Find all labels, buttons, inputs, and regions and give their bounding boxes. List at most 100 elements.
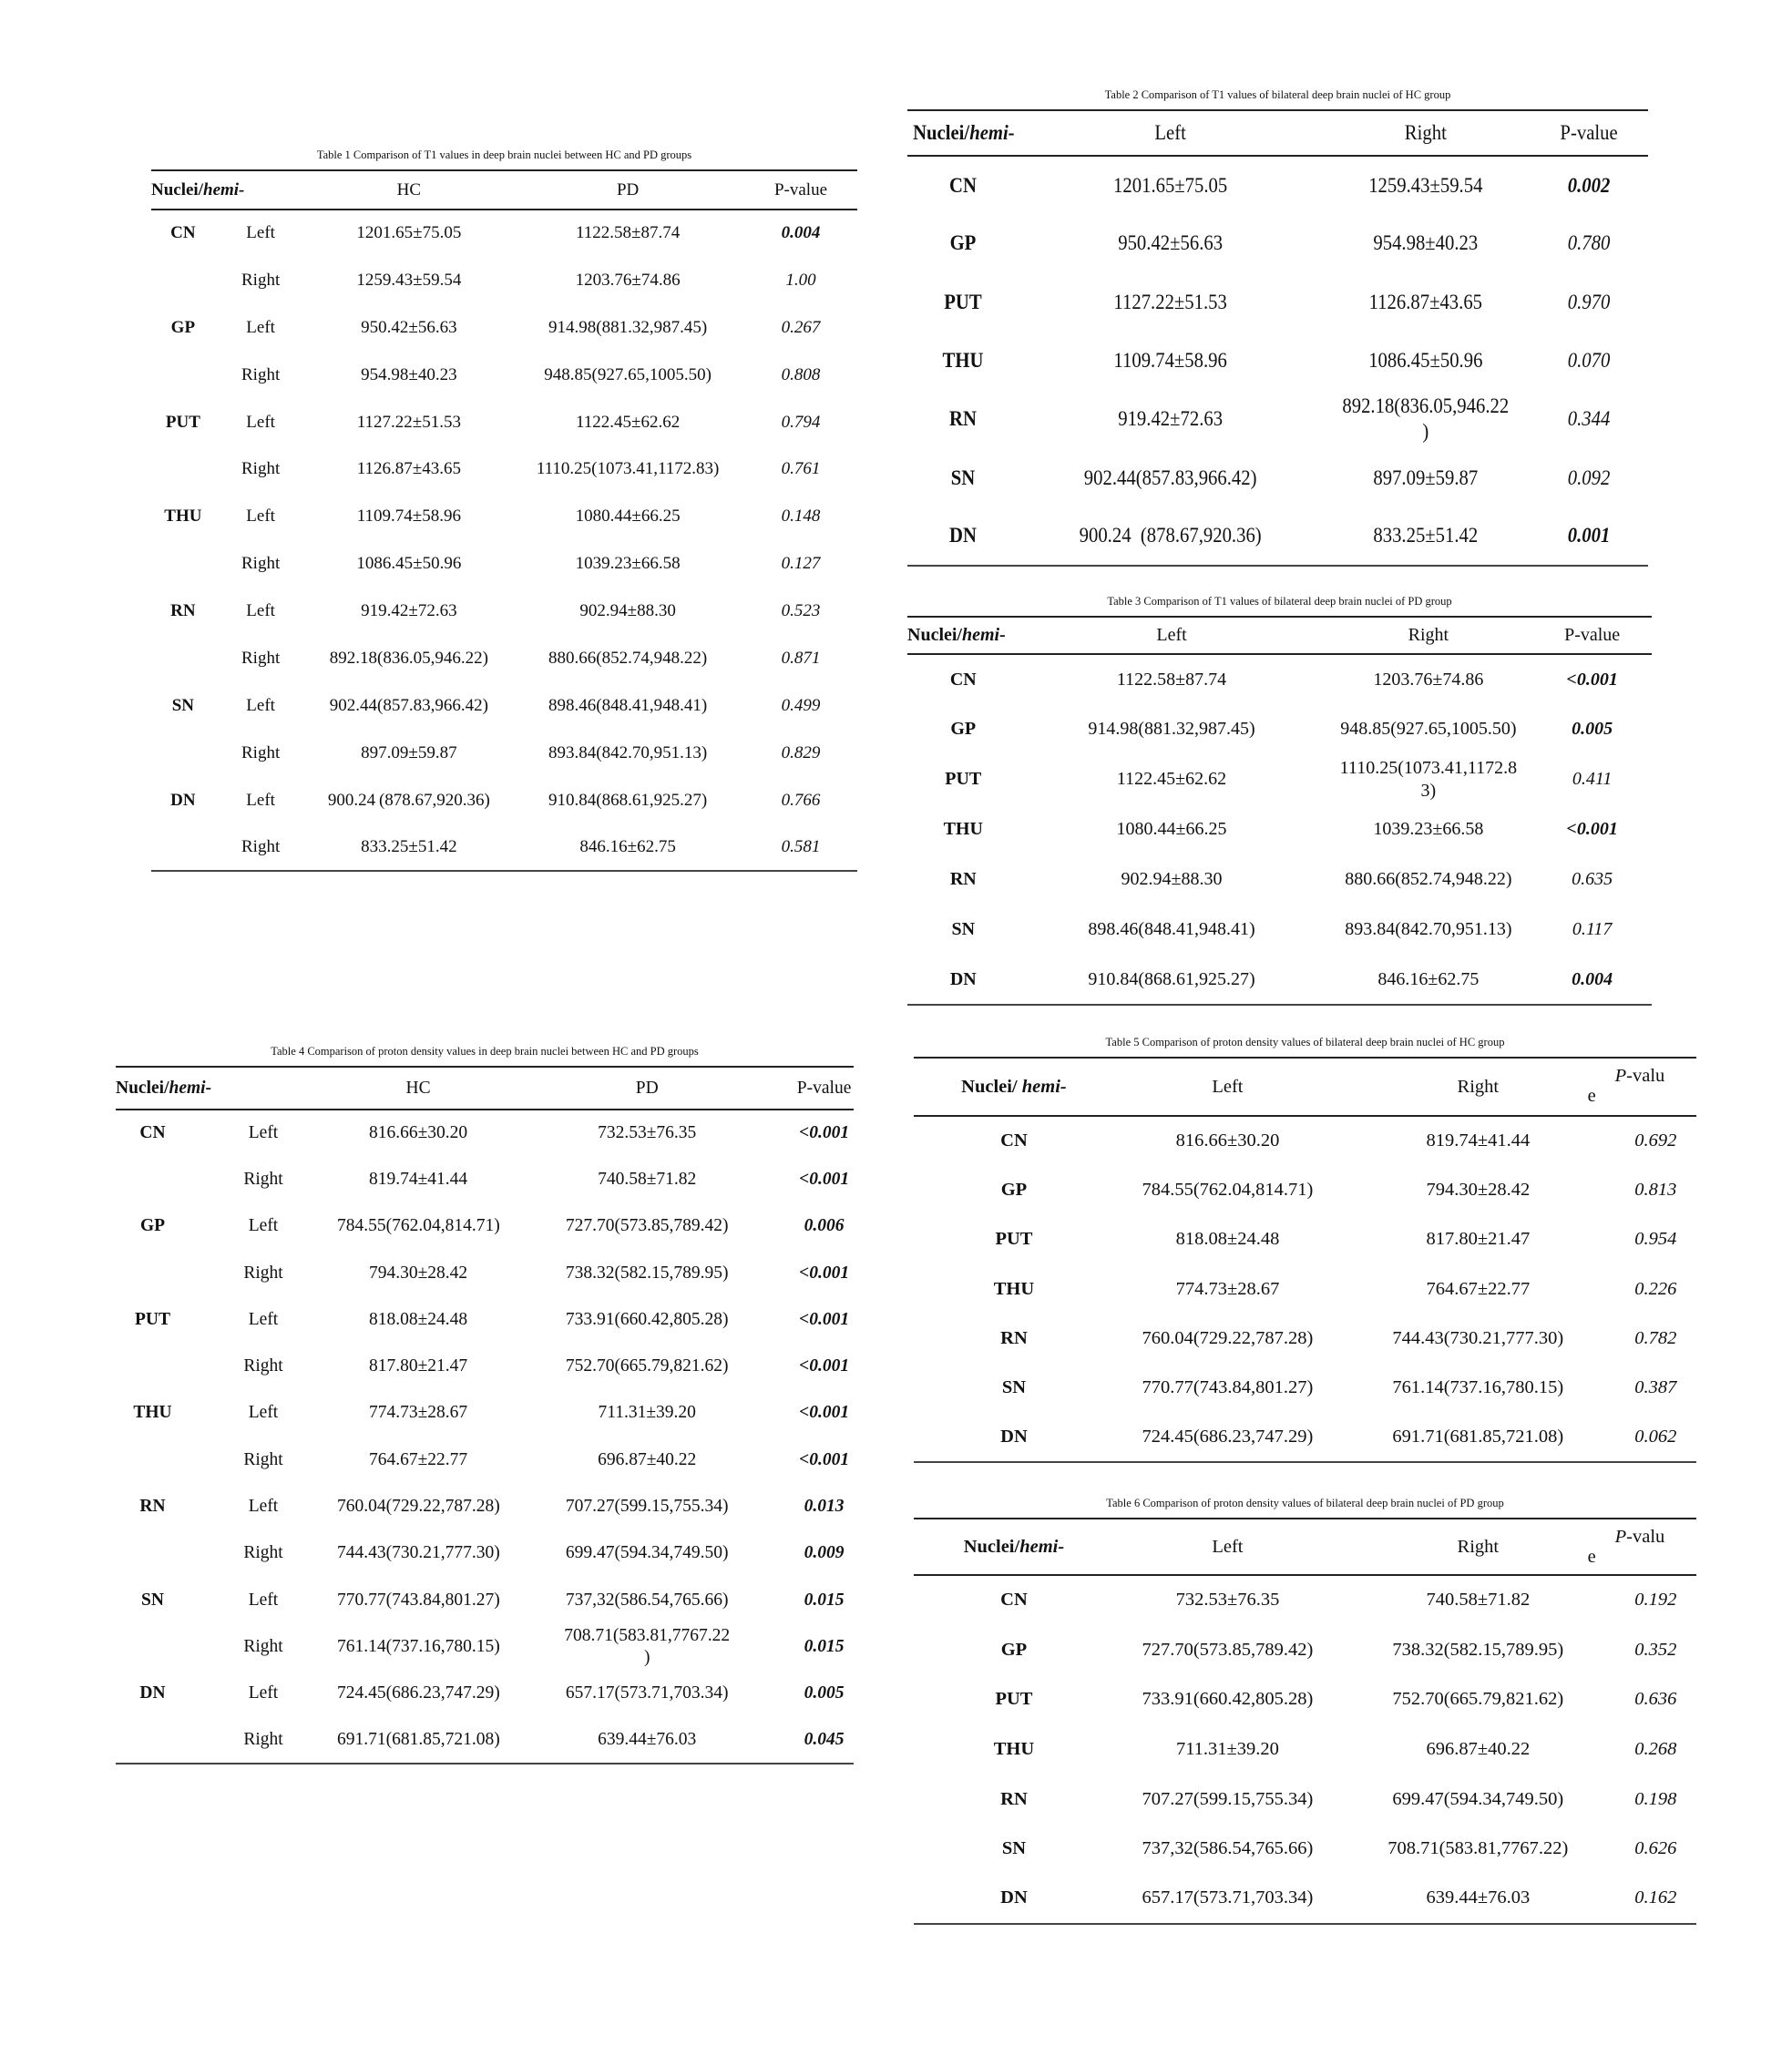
value-cell: 1127.22±51.53 <box>356 412 461 432</box>
value-cell: 770.77(743.84,801.27) <box>337 1590 500 1610</box>
value-cell: 950.42±56.63 <box>361 317 457 337</box>
p-value-cell: 0.808 <box>781 364 821 384</box>
hemisphere-label: Right <box>243 1169 283 1189</box>
header-nuclei: Nuclei/hemi- <box>907 617 1019 654</box>
header-row: Nuclei/hemi- HC PD P-value <box>151 170 857 210</box>
nucleus-label: PUT <box>945 769 982 789</box>
value-cell: 770.77(743.84,801.27) <box>1142 1377 1314 1398</box>
hemisphere-label: Left <box>246 790 275 810</box>
p-value-cell: 0.782 <box>1634 1327 1677 1348</box>
value-cell: 898.46(848.41,948.41) <box>1088 919 1255 939</box>
value-cell: 784.55(762.04,814.71) <box>1142 1179 1314 1200</box>
value-cell: 752.70(665.79,821.62) <box>565 1356 729 1376</box>
table-row: RN 707.27(599.15,755.34) 699.47(594.34,749… <box>914 1775 1696 1825</box>
table-row: SN 898.46(848.41,948.41) 893.84(842.70,951… <box>907 905 1652 955</box>
hemisphere-label: Left <box>248 1497 279 1517</box>
table-row: DN 657.17(573.71,703.34) 639.44±76.03 0.162 <box>914 1874 1696 1924</box>
p-value-cell: 0.198 <box>1634 1788 1677 1809</box>
value-cell: 794.30±28.42 <box>368 1263 468 1283</box>
table-caption: Table 6 Comparison of proton density val… <box>1106 1497 1504 1509</box>
value-cell: 740.58±71.82 <box>598 1169 697 1189</box>
p-value-cell: <0.001 <box>799 1356 850 1376</box>
hemisphere-label: Right <box>241 837 281 857</box>
table-4: Table 4 Comparison of proton density val… <box>116 1042 854 1764</box>
nucleus-label: SN <box>1001 1377 1027 1398</box>
p-value-cell: 0.267 <box>781 317 821 337</box>
table-row: GP 950.42±56.63 954.98±40.23 0.780 <box>907 214 1648 272</box>
table-row: Right 761.14(737.16,780.15) 708.71(583.81,… <box>116 1623 854 1670</box>
value-cell: 738.32(582.15,789.95) <box>565 1263 729 1283</box>
nucleus-label: RN <box>139 1497 166 1517</box>
header-p-value: P-value <box>773 179 828 199</box>
value-cell: 732.53±76.35 <box>598 1123 697 1143</box>
table-row: CN Left 816.66±30.20 732.53±76.35 <0.001 <box>116 1110 854 1156</box>
p-value-cell: 0.523 <box>781 601 821 621</box>
value-cell: 1109.74±58.96 <box>1113 349 1227 373</box>
hemisphere-label: Left <box>248 1683 279 1703</box>
value-cell: 1201.65±75.05 <box>1112 173 1228 197</box>
value-cell: 950.42±56.63 <box>1118 231 1224 255</box>
data-table: Nuclei/hemi- Left Right P-value CN 1201.65±75… <box>907 109 1648 567</box>
value-cell: 880.66(852.74,948.22) <box>1345 869 1512 889</box>
value-cell: 774.73±28.67 <box>368 1403 468 1423</box>
value-cell: 733.91(660.42,805.28) <box>565 1309 729 1329</box>
p-value-cell: <0.001 <box>799 1263 850 1283</box>
p-value-cell: 0.226 <box>1634 1278 1677 1299</box>
value-cell: 1110.25(1073.41,1172.83) <box>536 459 720 479</box>
table-3: Table 3 Comparison of T1 values of bilat… <box>907 592 1652 1006</box>
hemisphere-label: Right <box>241 742 281 762</box>
table-row: THU Left 774.73±28.67 711.31±39.20 <0.001 <box>116 1390 854 1437</box>
table-row: GP 784.55(762.04,814.71) 794.30±28.42 0.813 <box>914 1165 1696 1214</box>
nucleus-label: DN <box>1000 1426 1028 1447</box>
nucleus-label: RN <box>170 601 196 621</box>
value-cell: 1039.23±66.58 <box>1373 819 1484 839</box>
header-col-pd: PD <box>616 179 640 199</box>
header-col-hc: HC <box>396 179 422 199</box>
table-row: RN Left 760.04(729.22,787.28) 707.27(599.15… <box>116 1483 854 1529</box>
nucleus-label: THU <box>993 1278 1035 1299</box>
value-cell: 708.71(583.81,7767.22) <box>564 1625 731 1667</box>
table-row: Right 1259.43±59.54 1203.76±74.86 1.00 <box>151 257 857 304</box>
value-cell: 833.25±51.42 <box>1373 524 1479 547</box>
header-hemi-label: hemi- <box>962 625 1006 645</box>
nucleus-label <box>116 1530 189 1577</box>
header-col-left: Left <box>1212 1076 1244 1097</box>
p-value-cell: 0.006 <box>804 1216 845 1236</box>
value-cell: 900.24 (878.67,920.36) <box>1079 524 1262 547</box>
value-cell: 919.42±72.63 <box>1118 407 1224 431</box>
p-value-cell: 1.00 <box>785 270 816 290</box>
table-row: Right 954.98±40.23 948.85(927.65,1005.50) 0… <box>151 352 857 399</box>
value-cell: 818.08±24.48 <box>368 1309 468 1329</box>
value-cell: 818.08±24.48 <box>1175 1229 1280 1250</box>
value-cell: 774.73±28.67 <box>1175 1278 1280 1299</box>
value-cell: 1203.76±74.86 <box>1373 669 1484 690</box>
value-cell: 880.66(852.74,948.22) <box>548 648 708 668</box>
p-value-cell: 0.005 <box>804 1683 845 1703</box>
table-row: Right 1126.87±43.65 1110.25(1073.41,1172.8… <box>151 445 857 493</box>
value-cell: 752.70(665.79,821.62) <box>1392 1689 1564 1710</box>
data-table: Nuclei/hemi- HC PD P-value CN Left 1201.65±75.… <box>151 169 857 872</box>
p-value-cell: 0.117 <box>1572 919 1613 939</box>
value-cell: 764.67±22.77 <box>368 1449 468 1469</box>
nucleus-label: CN <box>949 173 977 197</box>
nucleus-label: CN <box>949 669 977 690</box>
table-row: RN Left 919.42±72.63 902.94±88.30 0.523 <box>151 588 857 635</box>
nucleus-label: THU <box>943 819 983 839</box>
table-caption: Table 1 Comparison of T1 values in deep … <box>316 148 692 161</box>
value-cell: 1122.45±62.62 <box>576 412 681 432</box>
value-cell: 732.53±76.35 <box>1175 1590 1280 1611</box>
value-cell: 1126.87±43.65 <box>1368 290 1483 313</box>
hemisphere-label: Left <box>246 317 275 337</box>
value-cell: 902.44(857.83,966.42) <box>1083 465 1257 489</box>
hemisphere-label: Left <box>248 1216 279 1236</box>
p-value-cell: 0.387 <box>1634 1377 1677 1398</box>
header-row: Nuclei/hemi- Left Right P-valu e <box>914 1519 1696 1575</box>
value-cell: 639.44±76.03 <box>598 1730 697 1749</box>
nucleus-label: SN <box>141 1590 164 1610</box>
table-row: DN 724.45(686.23,747.29) 691.71(681.85,721… <box>914 1413 1696 1463</box>
value-cell: 744.43(730.21,777.30) <box>337 1543 500 1563</box>
hemisphere-label: Right <box>241 459 281 479</box>
table-row: Right 817.80±21.47 752.70(665.79,821.62) <0… <box>116 1343 854 1389</box>
hemisphere-label: Left <box>246 223 275 243</box>
